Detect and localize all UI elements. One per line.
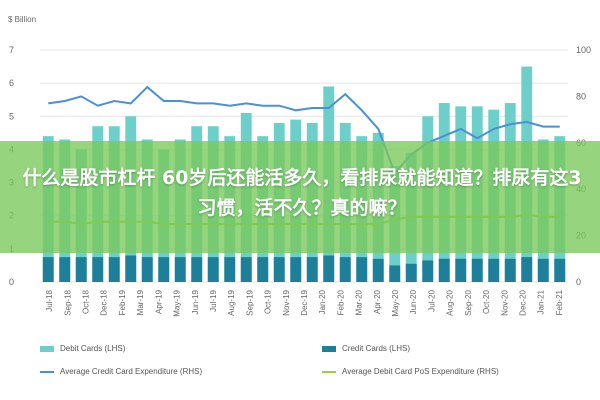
bar-credit-cards (554, 258, 566, 282)
x-axis-tick-label: Oct-19 (264, 289, 273, 314)
bar-credit-cards (306, 257, 318, 282)
x-axis-tick-label: Apr-19 (154, 289, 163, 314)
bar-credit-cards (125, 255, 137, 282)
bar-credit-cards (158, 257, 170, 282)
y-axis-left-title: $ Billion (8, 15, 36, 24)
bar-credit-cards (438, 258, 450, 282)
x-axis-tick-label: Nov-20 (500, 289, 509, 315)
y-axis-left-tick-label: 5 (9, 111, 14, 121)
x-axis-tick-label: Dec-20 (519, 289, 528, 315)
x-axis-tick-label: Jun-20 (409, 289, 418, 314)
legend-swatch-avg-debit-pos-expenditure (322, 370, 336, 373)
x-axis-tick-label: Aug-19 (227, 289, 236, 315)
x-axis-tick-label: Feb-19 (118, 289, 127, 315)
line-avg-credit-expenditure (48, 85, 560, 175)
x-axis-tick-label: Dec-18 (100, 289, 109, 315)
ad-banner-text[interactable]: 什么是股市杠杆 60岁后还能活多久，看排尿就能知道？排尿有这3习惯，活不久？真的… (22, 167, 582, 219)
bar-credit-cards (372, 258, 384, 282)
bar-credit-cards (174, 257, 186, 282)
bar-credit-cards (290, 257, 302, 282)
x-axis-tick-label: Jul-20 (427, 289, 436, 311)
legend-swatch-credit-cards (322, 345, 336, 352)
x-axis-tick-label: Nov-19 (282, 289, 291, 315)
x-axis-tick-label: Jul-19 (209, 289, 218, 311)
bar-credit-cards (323, 255, 335, 282)
bar-credit-cards (257, 257, 269, 282)
x-axis-tick-label: Feb-21 (555, 289, 564, 315)
x-axis-tick-label: Oct-18 (82, 289, 91, 314)
bar-credit-cards (339, 257, 351, 282)
bar-credit-cards (42, 257, 54, 282)
bar-credit-cards (389, 265, 401, 282)
x-axis-tick-label: Mar-20 (355, 289, 364, 315)
legend-item-avg-credit-expenditure: Average Credit Card Expenditure (RHS) (40, 367, 202, 376)
bar-credit-cards (240, 257, 252, 282)
x-axis-tick-label: Jul-18 (45, 289, 54, 311)
bar-credit-cards (224, 257, 236, 282)
bar-credit-cards (141, 257, 153, 282)
bar-credit-cards (422, 260, 434, 282)
x-axis-tick-label: May-19 (173, 290, 182, 317)
x-axis-tick-label: Jan-21 (537, 289, 546, 314)
y-axis-right-tick-label: 0 (576, 277, 581, 287)
bar-credit-cards (92, 257, 104, 282)
x-axis-tick-label: Jun-19 (191, 289, 200, 314)
x-axis-tick-label: Mar-19 (136, 289, 145, 315)
legend-label-debit-cards: Debit Cards (LHS) (60, 344, 126, 353)
x-axis-tick-label: Feb-20 (336, 289, 345, 315)
bar-credit-cards (488, 258, 500, 282)
bar-credit-cards (273, 257, 285, 282)
y-axis-right-tick-label: 80 (576, 91, 586, 101)
bar-credit-cards (405, 263, 417, 282)
y-axis-right-tick-label: 100 (576, 45, 591, 55)
bar-credit-cards (504, 258, 516, 282)
y-axis-left-tick-label: 6 (9, 78, 14, 88)
bar-credit-cards (455, 258, 467, 282)
ad-banner[interactable]: 什么是股市杠杆 60岁后还能活多久，看排尿就能知道？排尿有这3习惯，活不久？真的… (0, 141, 600, 253)
bar-credit-cards (356, 257, 368, 282)
legend-label-avg-debit-pos-expenditure: Average Debit Card PoS Expenditure (RHS) (342, 367, 499, 376)
x-axis-tick-label: Sep-19 (245, 289, 254, 315)
x-axis-tick-label: May-20 (391, 289, 400, 316)
y-axis-left-tick-label: 7 (9, 45, 14, 55)
bar-credit-cards (521, 257, 533, 282)
x-axis-tick-label: Sep-20 (464, 289, 473, 315)
x-axis-tick-label: Jan-20 (318, 289, 327, 314)
legend-item-debit-cards: Debit Cards (LHS) (40, 344, 125, 353)
bar-credit-cards (471, 258, 483, 282)
chart-legend: Debit Cards (LHS) Credit Cards (LHS) Ave… (0, 334, 600, 400)
legend-label-credit-cards: Credit Cards (LHS) (342, 344, 411, 353)
legend-label-avg-credit-expenditure: Average Credit Card Expenditure (RHS) (60, 367, 203, 376)
bar-credit-cards (75, 257, 87, 282)
x-axis-tick-label: Oct-20 (482, 289, 491, 314)
bar-credit-cards (537, 258, 549, 282)
bar-credit-cards (191, 257, 203, 282)
legend-item-credit-cards: Credit Cards (LHS) (322, 344, 410, 353)
x-axis-tick-label: Dec-19 (300, 289, 309, 315)
x-axis-tick-label: Sep-18 (63, 289, 72, 315)
bar-credit-cards (108, 257, 120, 282)
legend-swatch-debit-cards (40, 345, 54, 352)
x-axis-tick-label: Aug-20 (446, 289, 455, 315)
x-axis-tick-label: Apr-20 (373, 289, 382, 314)
legend-swatch-avg-credit-expenditure (40, 370, 54, 373)
y-axis-left-tick-label: 0 (9, 277, 14, 287)
bar-credit-cards (59, 257, 71, 282)
bar-credit-cards (207, 257, 219, 282)
legend-item-avg-debit-pos-expenditure: Average Debit Card PoS Expenditure (RHS) (322, 367, 499, 376)
